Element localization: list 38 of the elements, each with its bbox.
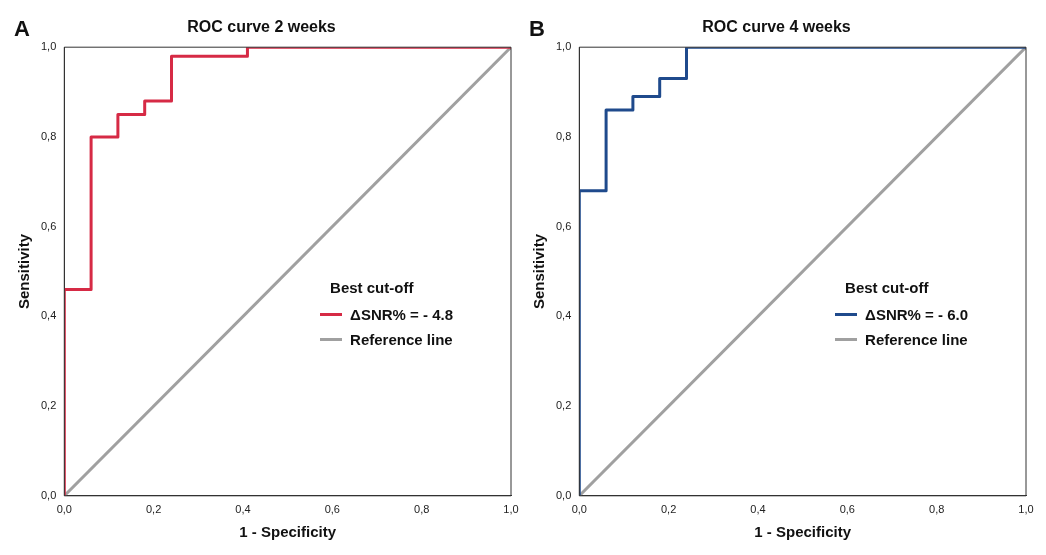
legend-label: ΔSNR% = - 4.8 <box>350 306 453 323</box>
x-tick-label: 0,2 <box>145 503 162 516</box>
x-tick-label: 0,2 <box>660 503 677 516</box>
y-axis-title: Sensitivity <box>530 233 548 310</box>
y-axis-title: Sensitivity <box>15 233 33 310</box>
x-tick-label: 0,6 <box>324 503 340 516</box>
legend-label: ΔSNR% = - 6.0 <box>865 306 968 323</box>
y-tick-label: 1,0 <box>40 40 57 53</box>
x-tick-label: 0,4 <box>235 503 251 516</box>
y-tick-label: 0,0 <box>40 488 57 501</box>
y-tick-label: 0,4 <box>555 309 572 322</box>
text: A <box>14 16 30 42</box>
y-tick-label: 0,2 <box>40 399 57 412</box>
x-tick-label: 1,0 <box>1018 503 1034 516</box>
x-tick-label: 0,0 <box>56 503 72 516</box>
y-tick-label: 0,0 <box>555 488 572 501</box>
legend-label: Reference line <box>865 331 968 348</box>
x-tick-label: 0,0 <box>571 503 587 516</box>
x-tick-label: 0,8 <box>414 503 430 516</box>
y-tick-label: 0,8 <box>555 129 572 142</box>
x-tick-label: 0,4 <box>750 503 766 516</box>
y-tick-label: 1,0 <box>555 40 572 53</box>
chart-title: ROC curve 4 weeks <box>702 18 851 36</box>
text: B <box>529 16 545 42</box>
legend-title: Best cut-off <box>845 279 930 296</box>
x-tick-label: 0,6 <box>839 503 855 516</box>
chart-title: ROC curve 2 weeks <box>187 18 336 36</box>
x-tick-label: 0,8 <box>929 503 945 516</box>
y-tick-label: 0,2 <box>555 399 572 412</box>
x-axis-title: 1 - Specificity <box>754 523 852 541</box>
y-tick-label: 0,8 <box>40 129 57 142</box>
legend-label: Reference line <box>350 331 453 348</box>
x-axis-title: 1 - Specificity <box>239 523 337 541</box>
y-tick-label: 0,4 <box>40 309 57 322</box>
y-tick-label: 0,6 <box>40 219 57 232</box>
x-tick-label: 1,0 <box>503 503 519 516</box>
legend-title: Best cut-off <box>330 279 415 296</box>
y-tick-label: 0,6 <box>555 219 572 232</box>
